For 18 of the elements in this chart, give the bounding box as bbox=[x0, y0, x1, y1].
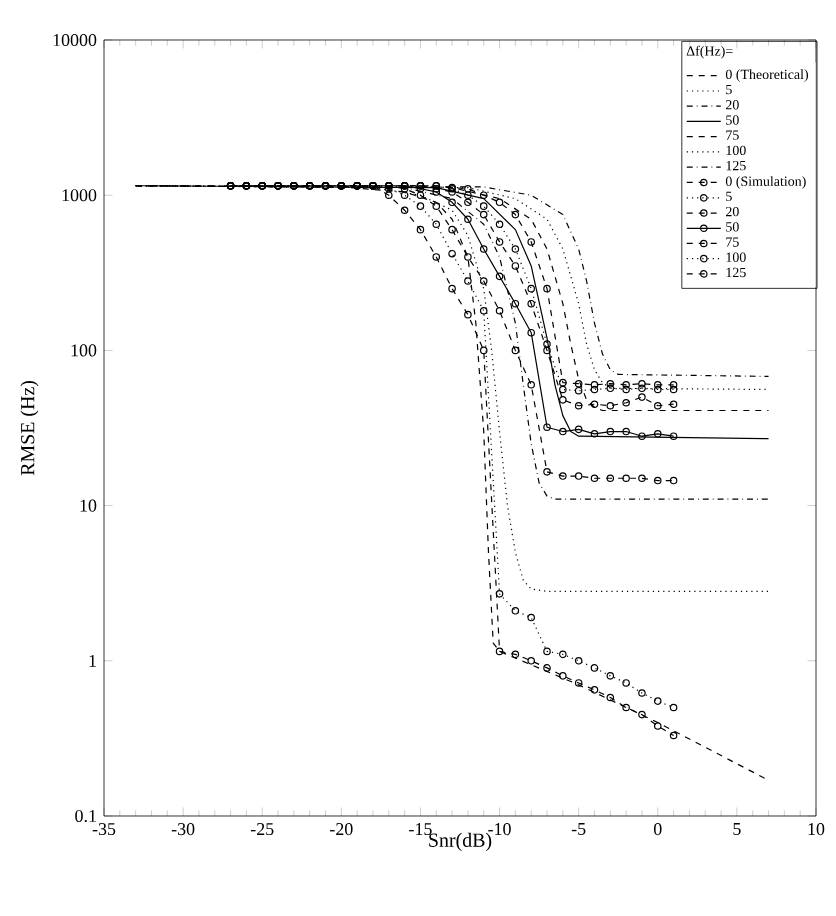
x-tick-label: -35 bbox=[92, 823, 116, 836]
y-tick-label: 100 bbox=[71, 344, 97, 357]
y-axis-title: RMSE (Hz) bbox=[20, 381, 39, 476]
x-tick-label: -5 bbox=[571, 823, 586, 835]
x-tick-label: -15 bbox=[409, 823, 432, 836]
x-tick-label: 5 bbox=[733, 823, 741, 835]
x-tick-label: -25 bbox=[250, 823, 274, 836]
x-tick-label: 10 bbox=[808, 823, 825, 836]
y-tick-label: 10000 bbox=[53, 33, 97, 47]
x-axis-title: Snr(dB) bbox=[429, 832, 492, 851]
y-tick-label: 1000 bbox=[62, 189, 97, 202]
y-tick-label: 0.1 bbox=[75, 809, 96, 823]
y-tick-label: 1 bbox=[89, 654, 96, 667]
x-tick-label: -10 bbox=[488, 823, 511, 836]
x-tick-label: -30 bbox=[171, 823, 195, 836]
x-tick-label: 0 bbox=[653, 823, 662, 836]
x-tick-label: -20 bbox=[330, 823, 353, 836]
y-tick-label: 10 bbox=[80, 499, 97, 512]
